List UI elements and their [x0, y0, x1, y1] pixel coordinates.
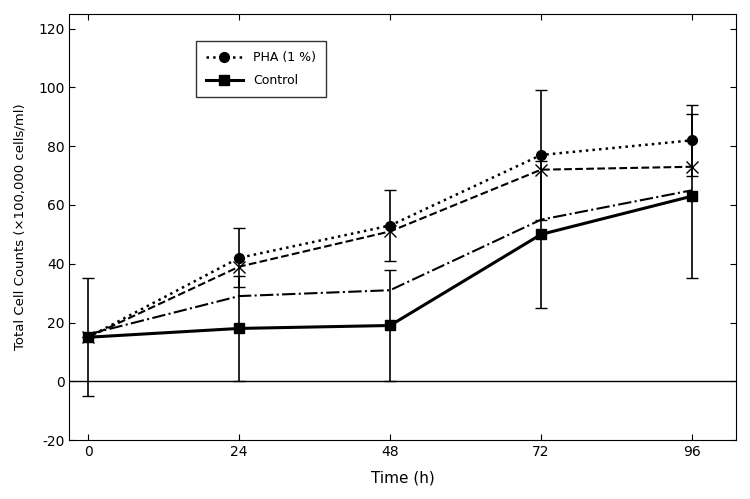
Ephedra extract (69 μg/ml) — [386, 229, 394, 235]
Ephedra extract (69 μg/ml) — [83, 334, 92, 340]
Ephedrine (69 μg/ml) — [688, 187, 697, 193]
Ephedra extract (69 μg/ml) — [536, 167, 545, 173]
Ephedrine (69 μg/ml) — [386, 287, 394, 293]
Y-axis label: Total Cell Counts (×100,000 cells/ml): Total Cell Counts (×100,000 cells/ml) — [14, 104, 27, 350]
Ephedrine (69 μg/ml) — [83, 331, 92, 337]
Ephedra extract (69 μg/ml) — [235, 263, 244, 269]
X-axis label: Time (h): Time (h) — [370, 470, 434, 485]
Ephedra extract (69 μg/ml) — [688, 164, 697, 170]
Ephedrine (69 μg/ml) — [235, 293, 244, 299]
Ephedrine (69 μg/ml) — [536, 217, 545, 223]
Legend: PHA (1 %), Control: PHA (1 %), Control — [196, 41, 326, 97]
Line: Ephedrine (69 μg/ml): Ephedrine (69 μg/ml) — [88, 190, 692, 334]
Line: Ephedra extract (69 μg/ml): Ephedra extract (69 μg/ml) — [82, 161, 698, 343]
